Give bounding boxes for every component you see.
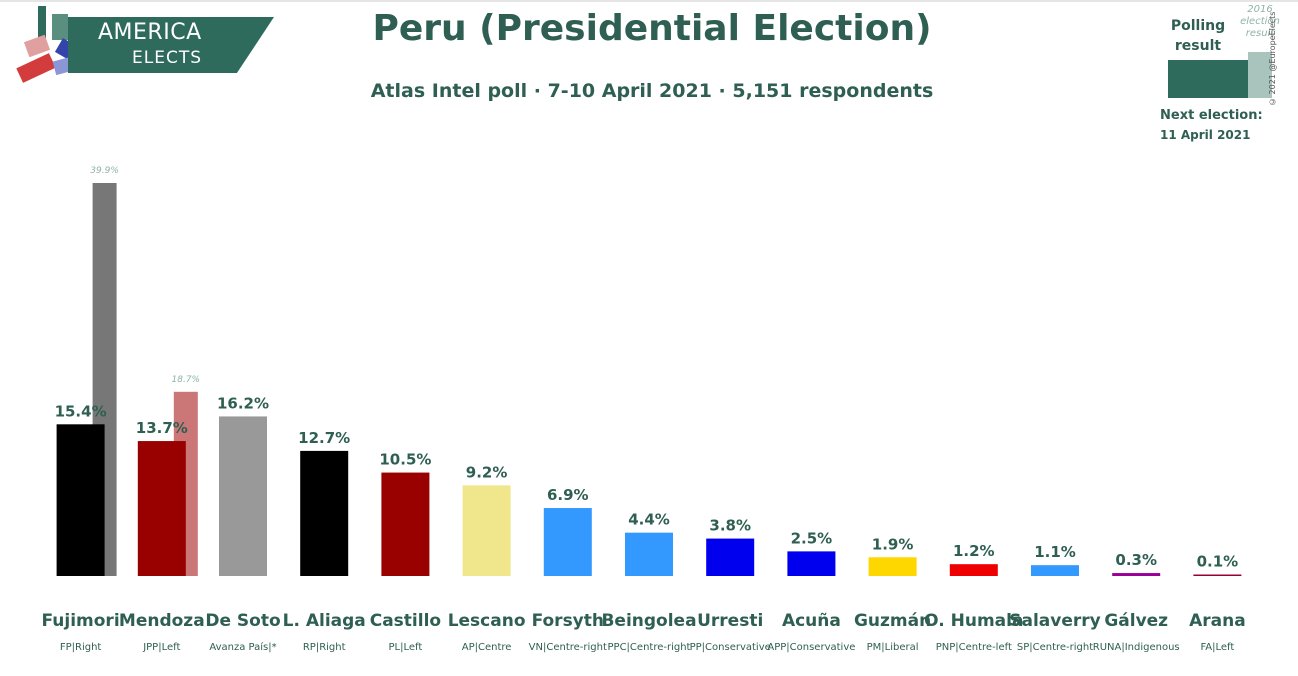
candidate-name-label: Arana [1189,611,1246,631]
poll-value-label: 12.7% [298,429,350,447]
candidate-name-label: Beingolea [601,611,696,631]
poll-value-label: 16.2% [217,394,269,412]
poll-bar [543,508,592,576]
poll-bar [949,564,998,576]
logo-banner [68,17,274,73]
next-election-date: 11 April 2021 [1160,128,1251,142]
poll-bar [137,441,186,576]
poll-bar [787,551,836,576]
poll-bar [381,472,430,576]
poll-bar [1031,565,1079,576]
legend-polling-swatch [1168,60,1248,98]
candidate-name-label: De Soto [205,611,280,631]
candidate-name-label: Salaverry [1009,611,1100,631]
poll-bar [219,416,267,576]
poll-bar [868,557,917,576]
party-label: FA|Left [1200,642,1234,653]
page-title: Peru (Presidential Election) [372,8,932,49]
poll-value-label: 2.5% [791,529,833,547]
poll-value-label: 4.4% [628,511,670,529]
poll-bar [56,424,105,576]
previous-result-label: 18.7% [172,375,201,385]
party-label: APP|Conservative [767,642,855,653]
poll-value-label: 10.5% [379,451,431,469]
party-label: PL|Left [389,642,423,653]
poll-bar [1112,573,1161,576]
party-label: PM|Liberal [867,642,919,653]
candidate-name-label: Lescano [448,611,526,631]
bar-chart: 39.9% 15.4% Fujimori FP|Right 18.7% 13.7% Mend… [42,166,1246,653]
candidate-name-label: Acuña [782,611,841,631]
poll-bar [300,450,349,576]
poll-value-label: 0.1% [1197,553,1239,571]
legend-previous-label: 2016 election result [1240,4,1280,39]
candidate-name-label: Fujimori [42,611,120,631]
party-label: RUNA|Indigenous [1093,642,1180,653]
party-label: PNP|Centre-left [936,642,1012,653]
party-label: SP|Centre-right [1017,642,1093,653]
party-label: Avanza País|* [209,641,276,653]
candidate-name-label: Mendoza [119,611,205,631]
poll-value-label: 1.1% [1034,543,1076,561]
poll-value-label: 9.2% [466,463,508,481]
legend-previous-swatch [1248,52,1272,98]
logo-text-elects: ELECTS [132,48,202,68]
poll-value-label: 1.2% [953,542,995,560]
copyright-notice: © 2021 @EuropeElects [1268,11,1277,106]
party-label: PP|Conservative [690,642,771,653]
poll-value-label: 0.3% [1115,551,1157,569]
party-label: RP|Right [303,642,346,653]
party-label: JPP|Left [142,642,180,653]
poll-bar [462,485,511,576]
party-label: FP|Right [60,642,102,653]
poll-value-label: 3.8% [709,517,751,535]
previous-result-label: 39.9% [90,166,119,176]
candidate-name-label: O. Humala [924,611,1023,631]
poll-bar [706,538,755,576]
logo-text-america: AMERICA [98,20,202,45]
poll-value-label: 15.4% [55,402,107,420]
poll-bar [1193,574,1242,576]
candidate-name-label: Urresti [697,611,763,631]
legend: Polling result 2016 election result Next… [1150,4,1290,154]
poll-bar [625,532,673,576]
legend-polling-label: Polling result [1170,18,1226,54]
poll-value-label: 6.9% [547,486,589,504]
party-label: PPC|Centre-right [608,642,691,653]
poll-value-label: 13.7% [136,419,188,437]
page-subtitle: Atlas Intel poll · 7-10 April 2021 · 5,1… [370,80,934,102]
top-border [0,0,1298,2]
candidate-name-label: Castillo [370,611,441,631]
america-elects-logo: AMERICA ELECTS [10,4,274,90]
next-election-label: Next election: [1160,108,1263,123]
party-label: VN|Centre-right [529,642,607,653]
candidate-name-label: L. Aliaga [283,611,366,631]
candidate-name-label: Forsyth [532,611,604,631]
candidate-name-label: Guzmán [854,611,931,631]
candidate-name-label: Gálvez [1104,611,1168,631]
party-label: AP|Centre [462,642,512,653]
poll-value-label: 1.9% [872,535,914,553]
